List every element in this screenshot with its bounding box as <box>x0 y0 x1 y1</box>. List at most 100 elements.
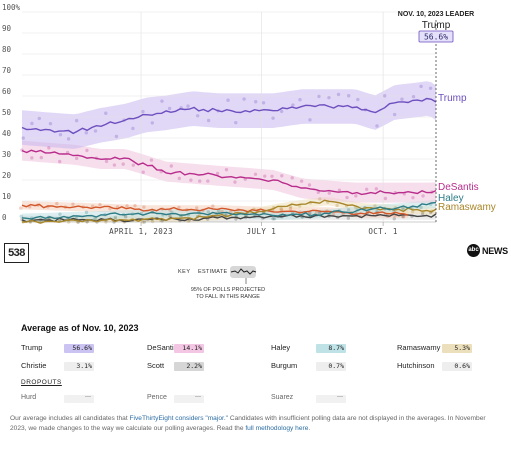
poll-dot <box>298 98 302 102</box>
dropout-value: — <box>174 394 204 403</box>
candidate-name: Burgum <box>271 361 298 370</box>
poll-dot <box>272 217 277 221</box>
poll-dot <box>58 132 63 137</box>
fivethirtyeight-logo: 538 <box>4 243 29 263</box>
dropout-candidate-name: Suarez <box>271 394 294 401</box>
poll-dot <box>335 203 339 208</box>
poll-dot <box>401 215 406 219</box>
poll-dot <box>104 111 108 115</box>
leader-callout: NOV. 10, 2023 LEADER Trump 56.6% <box>398 11 474 222</box>
poll-dot <box>279 208 284 212</box>
poll-dot <box>123 215 128 219</box>
candidate-name: Trump <box>21 343 43 352</box>
footnote: Our average includes all candidates that… <box>10 414 502 434</box>
poll-dot <box>104 159 109 164</box>
y-tick-label: 50 <box>2 108 12 117</box>
trend-line-desantis <box>21 149 437 196</box>
poll-dot <box>291 103 295 107</box>
poll-dot <box>133 203 137 208</box>
poll-dot <box>167 106 172 111</box>
candidate-name: Haley <box>271 343 291 352</box>
poll-dot <box>421 194 425 198</box>
poll-dot <box>316 190 320 195</box>
leader-name: Trump <box>422 20 451 31</box>
poll-dot <box>373 204 377 208</box>
poll-dot <box>141 220 145 224</box>
poll-dot <box>114 134 119 139</box>
poll-dot <box>317 211 322 216</box>
poll-dot <box>30 156 34 160</box>
poll-dot <box>356 97 360 102</box>
poll-dot <box>125 204 129 208</box>
poll-dot <box>186 104 190 108</box>
poll-dot <box>150 219 155 224</box>
poll-dot <box>234 120 238 125</box>
poll-dot <box>279 207 283 211</box>
trend-lines <box>21 97 437 224</box>
poll-dot <box>345 195 349 200</box>
poll-dot <box>307 183 312 187</box>
poll-dot <box>254 100 258 104</box>
y-tick-label: 90 <box>2 24 12 33</box>
dropout-value-text: — <box>85 394 91 400</box>
poll-dot <box>121 162 125 166</box>
poll-dot <box>142 205 146 209</box>
poll-dot <box>30 121 34 126</box>
poll-dot <box>261 101 266 105</box>
poll-dot <box>224 167 229 172</box>
poll-dot <box>131 126 135 131</box>
candidate-name: Christie <box>21 361 47 370</box>
y-tick-label: 100% <box>2 3 21 12</box>
end-label-desantis: DeSantis <box>438 182 479 193</box>
poll-dot <box>195 206 199 210</box>
poll-dot <box>211 204 215 208</box>
poll-dot <box>198 179 202 183</box>
candidate-name: Ramaswamy <box>397 343 441 352</box>
trend-line-trump <box>21 97 437 135</box>
footnote-text-2: Candidates with insufficient polling dat… <box>10 415 486 432</box>
poll-dot <box>74 118 79 123</box>
poll-dot <box>308 118 312 122</box>
poll-dot <box>346 208 351 212</box>
poll-dot <box>169 164 174 168</box>
major-candidates-link[interactable]: FiveThirtyEight considers "major." <box>129 415 229 422</box>
y-tick-label: 20 <box>2 171 12 180</box>
y-tick-label: 60 <box>2 87 12 96</box>
poll-dot <box>299 179 304 183</box>
abc-logo-mark: abc <box>467 244 480 257</box>
poll-dot <box>58 159 62 164</box>
poll-dot <box>290 176 294 180</box>
poll-dot <box>346 94 351 98</box>
poll-dot <box>420 212 425 216</box>
candidate-average-value: 3.1% <box>64 361 94 371</box>
poll-dot <box>279 109 284 114</box>
x-tick-label: APRIL 1, 2023 <box>109 227 173 236</box>
candidate-average-value: 56.6% <box>64 343 94 353</box>
end-label-haley: Haley <box>438 193 464 204</box>
dropout-value-text: — <box>337 394 343 400</box>
x-axis-ticks: APRIL 1, 2023 JULY 1 OCT. 1 <box>109 227 397 236</box>
poll-dot <box>93 129 98 133</box>
poll-dot <box>217 209 221 213</box>
leader-date-label: NOV. 10, 2023 LEADER <box>398 11 474 18</box>
poll-dot <box>84 131 88 135</box>
methodology-link[interactable]: full methodology here <box>245 425 309 432</box>
poll-dot <box>113 215 118 219</box>
poll-dot <box>271 216 275 221</box>
candidate-average-value: 14.1% <box>174 343 204 353</box>
poll-dot <box>263 174 267 178</box>
leader-value: 56.6% <box>424 33 448 42</box>
poll-dot <box>337 188 342 192</box>
poll-dot <box>428 86 433 91</box>
poll-dot <box>419 84 423 89</box>
uncertainty-bands <box>22 81 436 222</box>
poll-dot <box>401 207 405 211</box>
candidate-name: DeSantis <box>147 343 178 352</box>
poll-dot <box>141 109 145 114</box>
poll-dot <box>317 94 321 99</box>
candidate-average-value: 2.2% <box>174 361 204 371</box>
poll-dot <box>66 220 71 224</box>
y-axis-ticks: 100% 90 80 70 60 50 40 30 20 10 0 <box>2 3 21 222</box>
poll-dot <box>55 201 59 206</box>
